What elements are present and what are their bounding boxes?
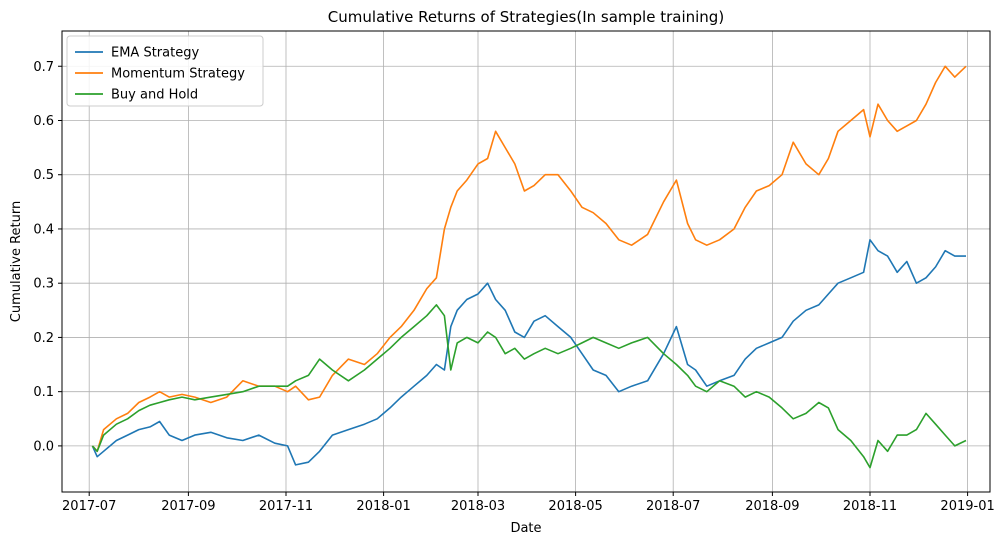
series-line-momentum-strategy xyxy=(91,65,967,453)
y-tick-label: 0.4 xyxy=(33,222,54,237)
y-tick-label: 0.0 xyxy=(33,439,54,454)
legend-label: Momentum Strategy xyxy=(111,67,245,82)
x-tick-label: 2018-03 xyxy=(451,499,505,514)
legend-label: Buy and Hold xyxy=(111,88,198,103)
x-tick-label: 2019-01 xyxy=(940,499,994,514)
legend-label: EMA Strategy xyxy=(111,46,199,61)
x-tick-label: 2017-09 xyxy=(161,499,215,514)
chart-title: Cumulative Returns of Strategies(In samp… xyxy=(328,8,724,26)
x-tick-label: 2017-07 xyxy=(62,499,116,514)
x-tick-label: 2017-11 xyxy=(259,499,313,514)
grid-lines xyxy=(62,31,990,492)
legend: EMA Strategy Momentum Strategy Buy and Hol… xyxy=(66,35,264,107)
y-tick-label: 0.7 xyxy=(33,60,54,75)
y-tick-label: 0.3 xyxy=(33,277,54,292)
x-axis-title: Date xyxy=(510,521,541,536)
x-tick-label: 2018-11 xyxy=(843,499,897,514)
x-axis: 2017-07 2017-09 2017-11 2018-01 2018-03 2018-… xyxy=(62,492,995,514)
x-tick-label: 2018-05 xyxy=(548,499,602,514)
plot-frame xyxy=(61,30,991,493)
series-lines xyxy=(91,65,967,469)
y-tick-label: 0.6 xyxy=(33,114,54,129)
y-tick-label: 0.5 xyxy=(33,168,54,183)
legend-box xyxy=(66,35,264,107)
x-tick-label: 2018-09 xyxy=(745,499,799,514)
series-line-ema-strategy xyxy=(91,239,966,466)
x-tick-label: 2018-07 xyxy=(646,499,700,514)
y-axis: 0.0 0.1 0.2 0.3 0.4 0.5 0.6 0.7 xyxy=(33,60,62,454)
series-line-buy-and-hold xyxy=(91,304,967,469)
y-axis-title: Cumulative Return xyxy=(9,201,24,322)
x-tick-label: 2018-01 xyxy=(356,499,410,514)
y-tick-label: 0.1 xyxy=(33,385,54,400)
y-tick-label: 0.2 xyxy=(33,331,54,346)
